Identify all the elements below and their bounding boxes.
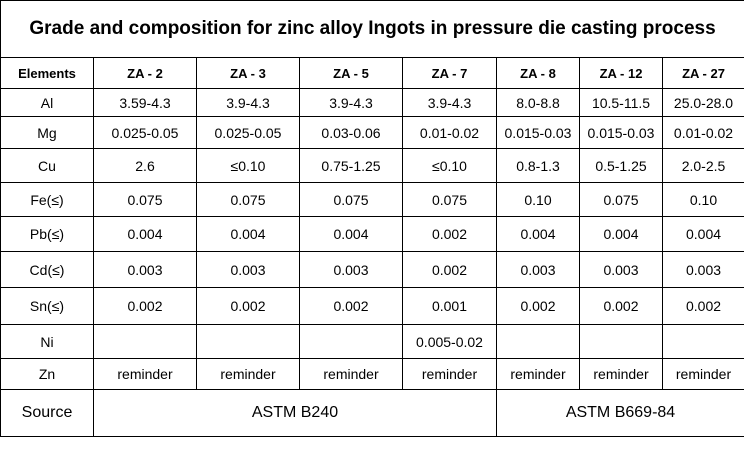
cell: 0.075 <box>402 182 497 217</box>
cell: 0.8-1.3 <box>496 148 580 183</box>
cell: reminder <box>661 358 744 390</box>
cell: 3.9-4.3 <box>299 88 403 117</box>
cell: 0.01-0.02 <box>661 116 744 149</box>
cell: reminder <box>196 358 300 390</box>
cell: 0.10 <box>661 182 744 217</box>
data-row: Mg 0.025-0.05 0.025-0.05 0.03-0.06 0.01-0.02… <box>0 116 744 149</box>
row-label: Zn <box>0 358 94 390</box>
column-header: ZA - 8 <box>496 57 580 89</box>
cell: 0.002 <box>579 287 663 325</box>
cell: reminder <box>299 358 403 390</box>
column-header: ZA - 3 <box>196 57 300 89</box>
empty-cell <box>299 324 403 359</box>
cell: 0.5-1.25 <box>579 148 663 183</box>
cell: 0.004 <box>299 216 403 252</box>
cell: 0.004 <box>496 216 580 252</box>
cell: 0.75-1.25 <box>299 148 403 183</box>
cell: 10.5-11.5 <box>579 88 663 117</box>
cell: 0.002 <box>661 287 744 325</box>
table-title: Grade and composition for zinc alloy Ing… <box>0 0 744 58</box>
cell: 0.025-0.05 <box>93 116 197 149</box>
row-label: Pb(≤) <box>0 216 94 252</box>
data-row: Ni 0.005-0.02 <box>0 324 744 359</box>
row-label: Fe(≤) <box>0 182 94 217</box>
cell: 0.002 <box>402 251 497 288</box>
empty-cell <box>93 324 197 359</box>
data-row: Zn reminder reminder reminder reminder remind… <box>0 358 744 390</box>
table-body: Grade and composition for zinc alloy Ing… <box>0 0 744 437</box>
row-label: Cu <box>0 148 94 183</box>
cell: 0.003 <box>93 251 197 288</box>
cell: 2.6 <box>93 148 197 183</box>
cell: 0.002 <box>299 287 403 325</box>
row-label: Mg <box>0 116 94 149</box>
column-header: ZA - 7 <box>402 57 497 89</box>
data-row: Fe(≤) 0.075 0.075 0.075 0.075 0.10 0.075 0.10 <box>0 182 744 217</box>
column-header: Elements <box>0 57 94 89</box>
cell: 0.015-0.03 <box>496 116 580 149</box>
data-row: Al 3.59-4.3 3.9-4.3 3.9-4.3 3.9-4.3 8.0-8.8 10… <box>0 88 744 117</box>
cell: 0.015-0.03 <box>579 116 663 149</box>
cell: 3.9-4.3 <box>196 88 300 117</box>
cell: 0.003 <box>579 251 663 288</box>
row-label: Ni <box>0 324 94 359</box>
row-label: Source <box>0 389 94 437</box>
data-row: Sn(≤) 0.002 0.002 0.002 0.001 0.002 0.002 0.002 <box>0 287 744 325</box>
cell: 3.59-4.3 <box>93 88 197 117</box>
column-header: ZA - 27 <box>661 57 744 89</box>
header-row: Elements ZA - 2 ZA - 3 ZA - 5 ZA - 7 ZA - 8 ZA… <box>0 57 744 89</box>
cell: 0.025-0.05 <box>196 116 300 149</box>
cell: 0.10 <box>496 182 580 217</box>
empty-cell <box>496 324 580 359</box>
cell: 0.001 <box>402 287 497 325</box>
cell: 3.9-4.3 <box>402 88 497 117</box>
source-standard: ASTM B669-84 <box>495 389 744 437</box>
row-label: Sn(≤) <box>0 287 94 325</box>
cell: 0.002 <box>496 287 580 325</box>
composition-table: Grade and composition for zinc alloy Ing… <box>0 0 744 437</box>
data-row: Cd(≤) 0.003 0.003 0.003 0.002 0.003 0.003 0.003 <box>0 251 744 288</box>
source-row: Source ASTM B240 ASTM B669-84 <box>0 389 744 437</box>
cell: reminder <box>496 358 580 390</box>
cell: 0.002 <box>402 216 497 252</box>
cell: 0.01-0.02 <box>402 116 497 149</box>
cell: 8.0-8.8 <box>496 88 580 117</box>
cell: ≤0.10 <box>402 148 497 183</box>
cell: 0.004 <box>579 216 663 252</box>
cell: 0.005-0.02 <box>402 324 497 359</box>
cell: 0.004 <box>93 216 197 252</box>
cell: 0.075 <box>93 182 197 217</box>
empty-cell <box>661 324 744 359</box>
title-row: Grade and composition for zinc alloy Ing… <box>0 0 744 58</box>
column-header: ZA - 5 <box>299 57 403 89</box>
cell: 0.004 <box>196 216 300 252</box>
cell: 0.075 <box>196 182 300 217</box>
cell: 25.0-28.0 <box>661 88 744 117</box>
cell: reminder <box>93 358 197 390</box>
cell: 0.003 <box>196 251 300 288</box>
row-label: Al <box>0 88 94 117</box>
empty-cell <box>196 324 300 359</box>
cell: 0.003 <box>496 251 580 288</box>
cell: 0.002 <box>93 287 197 325</box>
cell: 0.075 <box>579 182 663 217</box>
row-label: Cd(≤) <box>0 251 94 288</box>
column-header: ZA - 12 <box>579 57 663 89</box>
empty-cell <box>579 324 663 359</box>
cell: 0.03-0.06 <box>299 116 403 149</box>
cell: 0.003 <box>661 251 744 288</box>
cell: 0.003 <box>299 251 403 288</box>
data-row: Pb(≤) 0.004 0.004 0.004 0.002 0.004 0.004 0.004 <box>0 216 744 252</box>
column-header: ZA - 2 <box>93 57 197 89</box>
source-standard: ASTM B240 <box>93 389 497 437</box>
cell: 0.004 <box>661 216 744 252</box>
cell: reminder <box>579 358 663 390</box>
cell: 0.002 <box>196 287 300 325</box>
cell: 2.0-2.5 <box>661 148 744 183</box>
data-row: Cu 2.6 ≤0.10 0.75-1.25 ≤0.10 0.8-1.3 0.5-1.25 2… <box>0 148 744 183</box>
cell: reminder <box>402 358 497 390</box>
cell: ≤0.10 <box>196 148 300 183</box>
cell: 0.075 <box>299 182 403 217</box>
